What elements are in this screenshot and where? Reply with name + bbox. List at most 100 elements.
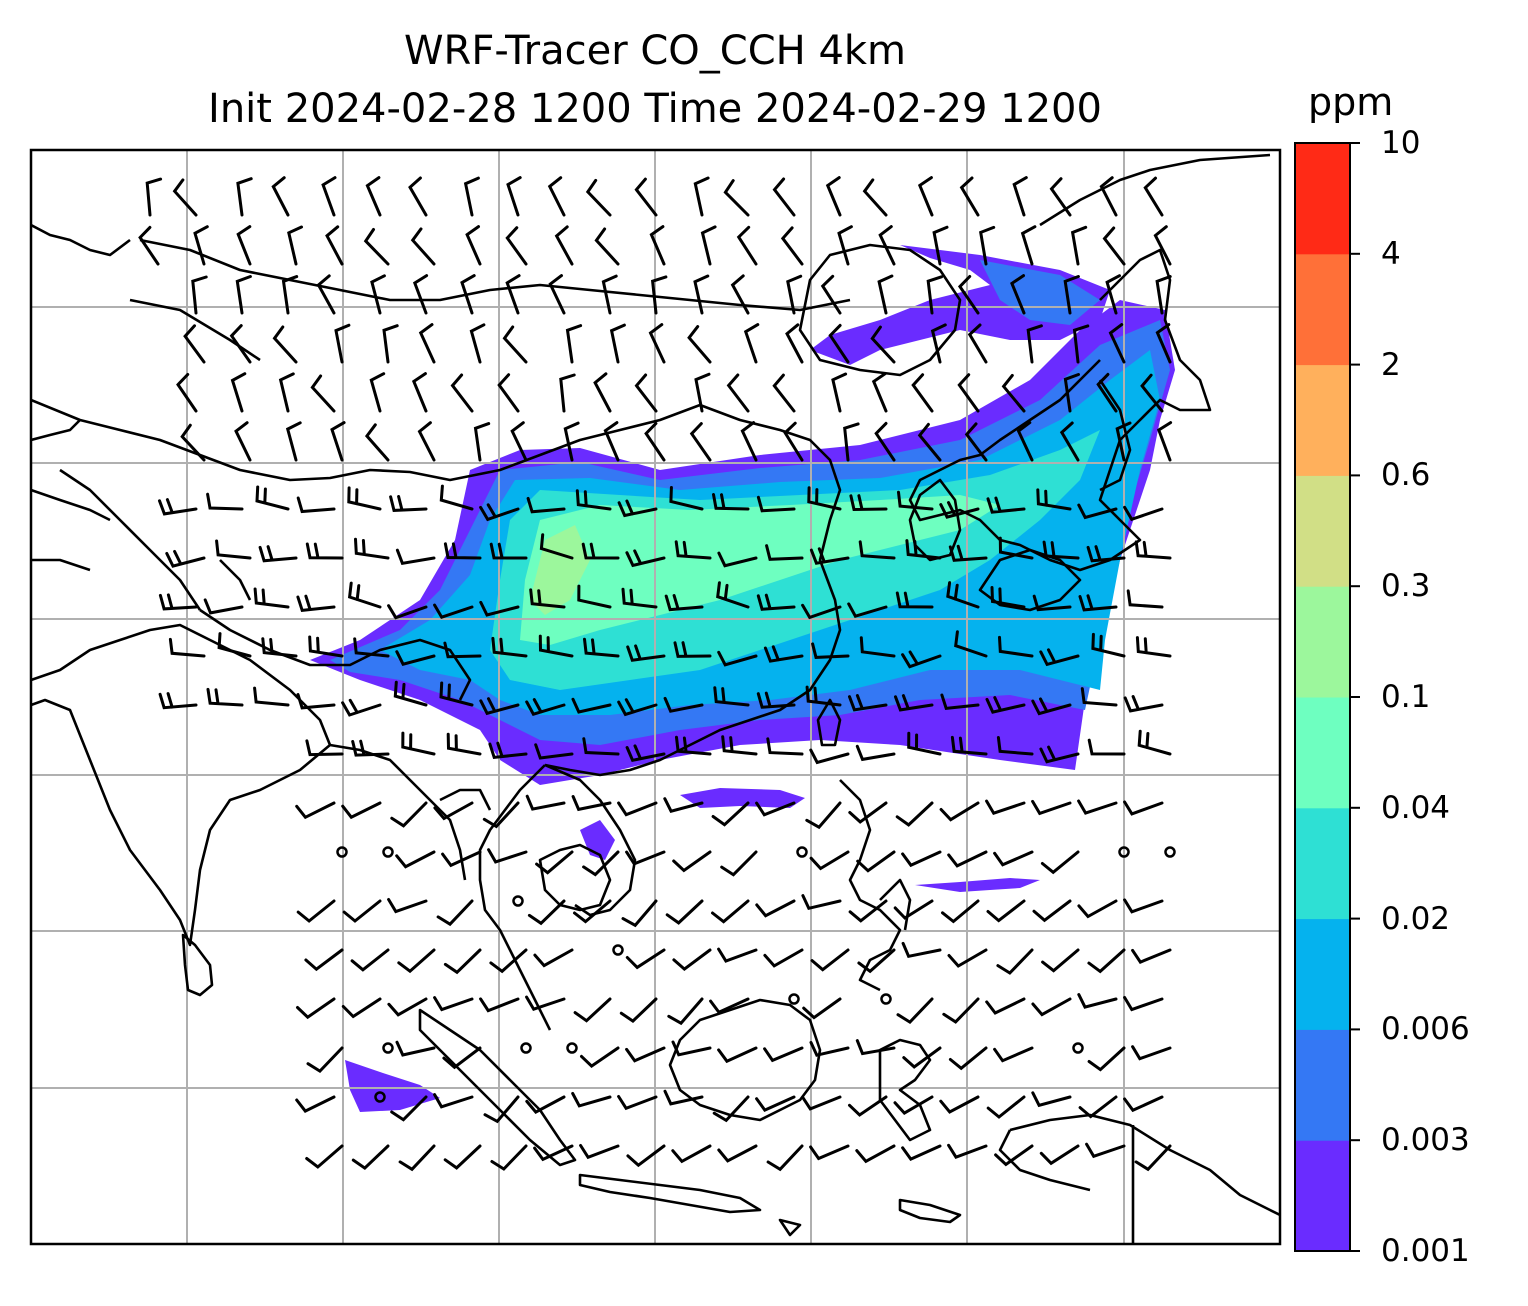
wind-barb xyxy=(862,178,888,217)
colorbar-segment xyxy=(1295,364,1350,476)
wind-barb xyxy=(763,1046,804,1063)
colorbar-segment xyxy=(1295,253,1350,366)
wind-barb xyxy=(505,226,528,266)
wind-barb xyxy=(497,373,520,413)
wind-barb xyxy=(534,743,574,760)
wind-barb xyxy=(253,686,290,707)
wind-barb xyxy=(1087,738,1126,756)
wind-barb xyxy=(625,850,666,866)
colorbar-tick-label: 0.003 xyxy=(1381,1122,1470,1159)
wind-barb xyxy=(278,372,295,413)
wind-barb xyxy=(354,537,390,560)
wind-barb xyxy=(947,850,988,868)
colorbar-tick-label: 0.001 xyxy=(1381,1233,1470,1269)
wind-barb xyxy=(180,423,206,462)
wind-barb xyxy=(296,693,336,710)
wind-barb xyxy=(487,848,528,864)
wind-barb xyxy=(1078,1095,1118,1119)
wind-barb xyxy=(810,948,850,972)
wind-barb xyxy=(441,850,482,868)
wind-barb xyxy=(930,323,947,364)
wind-barb xyxy=(663,797,704,813)
wind-barb xyxy=(809,850,850,871)
colorbar-segment xyxy=(1295,807,1350,920)
wind-barb xyxy=(229,324,252,364)
wind-barb xyxy=(878,225,896,266)
wind-barb xyxy=(565,324,583,364)
wind-barb xyxy=(1123,1095,1164,1113)
wind-barb xyxy=(577,584,612,609)
wind-barb xyxy=(689,422,712,462)
wind-barb xyxy=(711,801,750,827)
wind-barb xyxy=(234,421,252,462)
wind-barb xyxy=(1039,1144,1080,1166)
wind-barb xyxy=(1108,323,1126,364)
wind-barb xyxy=(895,591,934,609)
colorbar-tick-label: 0.6 xyxy=(1381,457,1431,494)
wind-barb xyxy=(538,634,574,658)
wind-barb xyxy=(675,735,712,756)
wind-barb xyxy=(896,997,934,1025)
wind-barb xyxy=(351,1144,390,1171)
wind-barb xyxy=(217,632,252,658)
wind-barb xyxy=(837,225,853,266)
wind-barb xyxy=(443,1144,482,1170)
wind-barb xyxy=(939,801,980,822)
wind-barb-calm xyxy=(796,846,808,858)
colorbar-segment xyxy=(1295,143,1350,255)
wind-barb xyxy=(411,372,428,413)
wind-barb xyxy=(271,176,290,217)
wind-barb xyxy=(1134,540,1172,560)
wind-barb xyxy=(1135,636,1172,658)
wind-barb xyxy=(469,323,486,364)
wind-barb xyxy=(687,325,712,364)
wind-barb xyxy=(594,227,620,266)
wind-barb xyxy=(1077,993,1118,1009)
wind-barb xyxy=(1085,1142,1126,1159)
wind-barb xyxy=(893,1095,934,1116)
wind-barb xyxy=(671,1144,712,1164)
wind-barb xyxy=(855,1039,896,1056)
wind-barb xyxy=(295,801,336,820)
wind-barb xyxy=(306,1046,344,1074)
wind-barb xyxy=(828,323,850,364)
wind-barb xyxy=(712,493,750,511)
wind-barb xyxy=(502,325,528,364)
wind-barb xyxy=(287,225,303,266)
colorbar-segment xyxy=(1295,1029,1350,1141)
wind-barb xyxy=(964,422,988,462)
plume-level-01 xyxy=(530,525,590,615)
wind-barb xyxy=(310,374,336,413)
wind-barb xyxy=(505,274,521,315)
wind-barb xyxy=(330,421,346,462)
map-subtitle: Init 2024-02-28 1200 Time 2024-02-29 120… xyxy=(208,86,1102,132)
wind-barb xyxy=(387,997,428,1017)
colorbar-segment xyxy=(1295,586,1350,698)
wind-barb xyxy=(947,948,988,968)
wind-barb xyxy=(994,1144,1034,1167)
wind-barb xyxy=(954,630,988,658)
tracer-plume xyxy=(310,245,1175,1112)
wind-barb xyxy=(617,1095,658,1111)
wind-barb xyxy=(772,373,796,413)
colorbar-tick-label: 0.04 xyxy=(1381,789,1451,826)
wind-barb xyxy=(548,274,566,315)
wind-barb xyxy=(1080,687,1118,707)
wind-barb xyxy=(573,899,612,924)
wind-barb xyxy=(1010,274,1026,315)
wind-barb xyxy=(998,536,1034,560)
wind-barb xyxy=(905,539,942,560)
wind-barb xyxy=(1049,177,1072,217)
wind-barb xyxy=(491,636,528,658)
wind-barb xyxy=(743,323,760,364)
wind-barb xyxy=(942,997,980,1024)
wind-barb xyxy=(625,948,666,970)
wind-barb xyxy=(482,801,520,829)
colorbar-tick-label: 10 xyxy=(1381,125,1421,161)
wind-barb xyxy=(365,176,382,217)
wind-barb xyxy=(932,225,949,266)
coastlines xyxy=(31,153,1280,1244)
wind-barb xyxy=(1042,540,1080,560)
wind-barb xyxy=(717,1144,758,1163)
wind-barb xyxy=(848,694,888,712)
